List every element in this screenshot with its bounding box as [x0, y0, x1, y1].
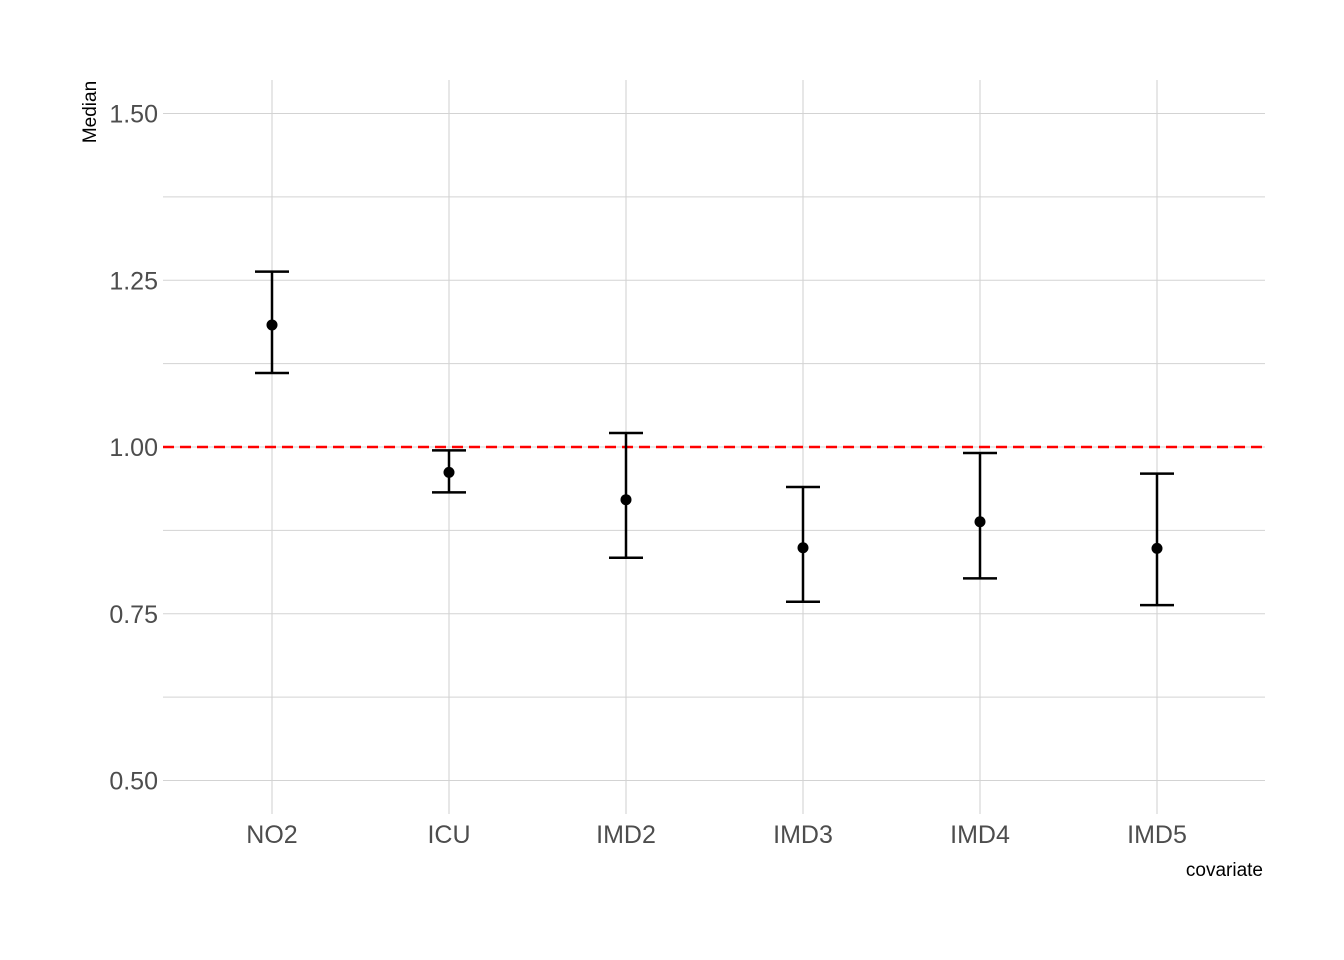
- marks-layer: [255, 270, 1174, 607]
- x-tick-label: IMD2: [596, 821, 656, 849]
- x-tick-label: IMD4: [950, 821, 1010, 849]
- median-point: [266, 319, 278, 331]
- x-tick-label: IMD5: [1127, 821, 1187, 849]
- x-tick-label: ICU: [427, 821, 470, 849]
- y-tick-label: 1.25: [109, 267, 158, 295]
- y-axis-title: Median: [80, 81, 101, 143]
- x-tick-label: NO2: [246, 821, 297, 849]
- median-point: [620, 494, 632, 506]
- median-point: [797, 542, 809, 554]
- x-axis-title: covariate: [1186, 860, 1263, 881]
- median-point: [443, 466, 455, 478]
- y-tick-label: 1.50: [109, 101, 158, 129]
- y-tick-label: 1.00: [109, 434, 158, 462]
- tick-labels-layer: 0.50 0.75 1.00 1.25 1.50 NO2 ICU IMD2 IMD3 IMD4 IM…: [109, 101, 1187, 850]
- y-tick-label: 0.50: [109, 768, 158, 796]
- x-tick-label: IMD3: [773, 821, 833, 849]
- median-point: [1151, 542, 1163, 554]
- median-point: [974, 516, 986, 528]
- y-tick-label: 0.75: [109, 601, 158, 629]
